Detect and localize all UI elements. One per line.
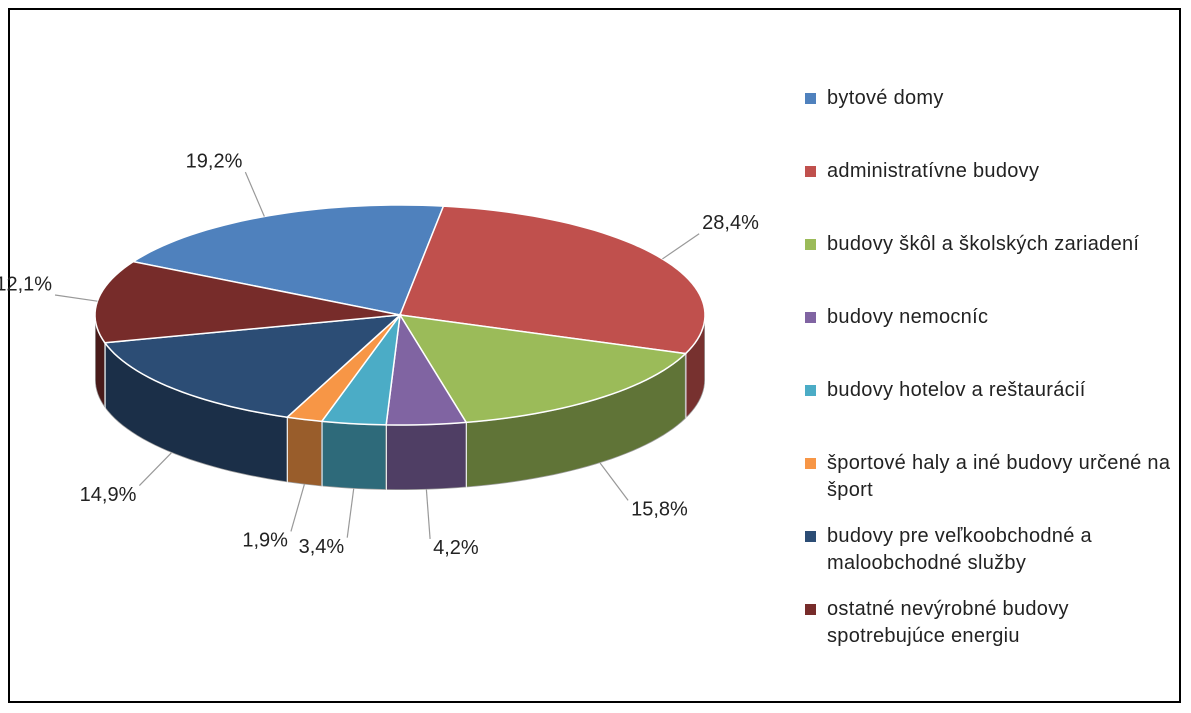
slice	[398, 314, 688, 424]
data-label: 14,9%	[80, 484, 137, 506]
legend-item: športové haly a iné budovy určené na špo…	[805, 450, 1180, 504]
slice	[103, 314, 403, 418]
legend-swatch	[805, 458, 816, 469]
leader-line	[244, 171, 265, 217]
legend-item: ostatné nevýrobné budovy spotrebujúce en…	[805, 596, 1180, 650]
legend-label: bytové domy	[827, 87, 944, 109]
legend-swatch	[805, 531, 816, 542]
slice-side-shade	[95, 315, 105, 408]
legend-swatch	[805, 385, 816, 396]
data-label: 15,8%	[631, 499, 688, 521]
data-label: 3,4%	[299, 536, 345, 558]
legend-item: budovy pre veľkoobchodné a maloobchodné …	[805, 523, 1180, 577]
chart-frame	[8, 8, 1181, 703]
slice-side-shade	[321, 421, 387, 490]
slice	[131, 204, 445, 316]
leader-line	[290, 484, 305, 532]
data-label: 28,4%	[702, 212, 759, 234]
legend-item: administratívne budovy	[805, 158, 1180, 185]
legend-label: budovy pre veľkoobchodné a maloobchodné …	[827, 525, 1092, 574]
legend-swatch	[805, 312, 816, 323]
leader-line	[54, 294, 98, 302]
legend-swatch	[805, 93, 816, 104]
legend-label: budovy hotelov a reštaurácií	[827, 379, 1086, 401]
slice	[385, 312, 468, 426]
legend-swatch	[805, 166, 816, 177]
legend-label: administratívne budovy	[827, 160, 1040, 182]
data-label: 19,2%	[186, 150, 243, 172]
legend-label: športové haly a iné budovy určené na špo…	[827, 452, 1171, 501]
leader-line	[662, 233, 700, 260]
slice	[94, 260, 401, 344]
leader-line	[425, 489, 431, 539]
legend-swatch	[805, 604, 816, 615]
legend-item: budovy nemocníc	[805, 304, 1180, 331]
legend-item: budovy hotelov a reštaurácií	[805, 377, 1180, 404]
legend-label: budovy škôl a školských zariadení	[827, 233, 1140, 255]
leader-line	[599, 462, 629, 501]
leader-line	[346, 488, 355, 538]
slice-side-shade	[287, 417, 322, 487]
legend-swatch	[805, 239, 816, 250]
data-label: 12,1%	[0, 273, 52, 295]
legend-item: budovy škôl a školských zariadení	[805, 231, 1180, 258]
slice-side-shade	[685, 315, 705, 419]
slice-side-shade	[104, 342, 288, 483]
slice-side-shade	[386, 422, 467, 490]
data-label: 4,2%	[433, 537, 479, 559]
legend-item: bytové domy	[805, 85, 1180, 112]
leader-line	[138, 452, 172, 487]
data-label: 1,9%	[242, 530, 288, 552]
legend-label: budovy nemocníc	[827, 306, 989, 328]
legend-label: ostatné nevýrobné budovy spotrebujúce en…	[827, 598, 1069, 647]
